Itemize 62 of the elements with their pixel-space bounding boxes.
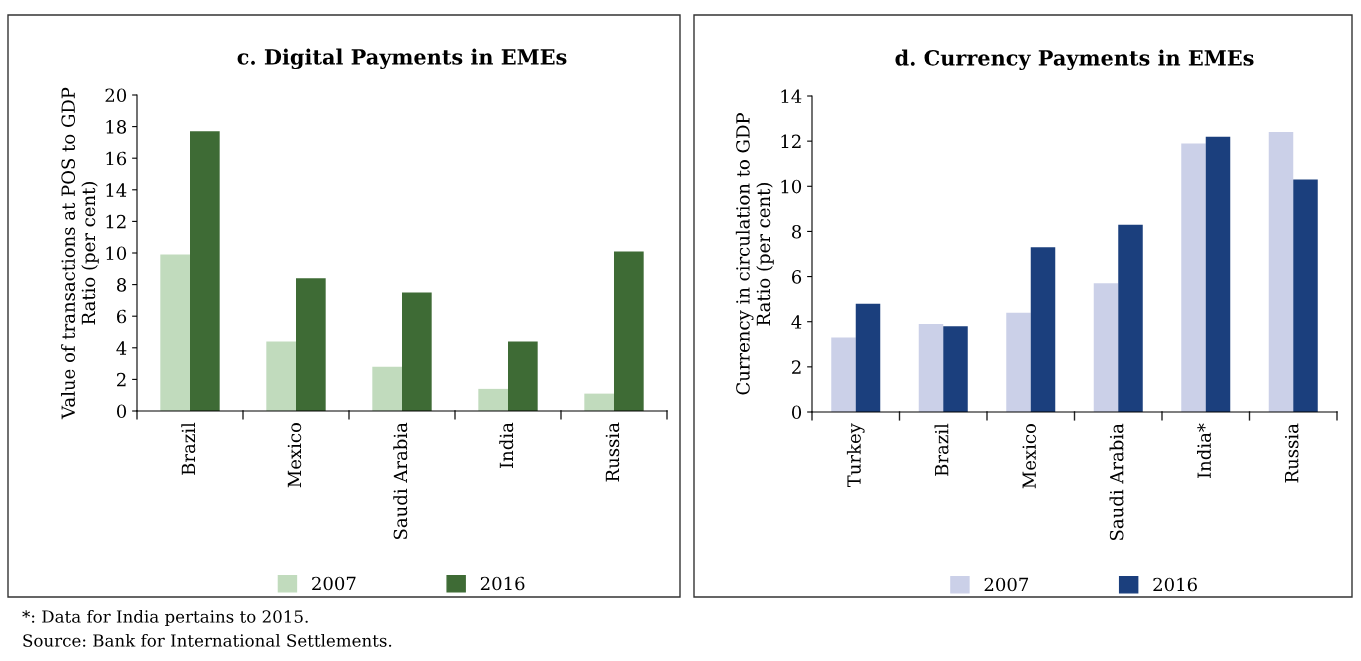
bar xyxy=(831,337,856,412)
bar xyxy=(1205,136,1231,412)
bar xyxy=(614,251,644,411)
y-axis-title: Value of transactions at POS to GDP Ratio (per cent) xyxy=(61,87,99,420)
y-tick-label: 2 xyxy=(117,372,126,387)
bar xyxy=(296,278,326,411)
x-tick-label: Turkey xyxy=(846,423,865,488)
bar xyxy=(1006,312,1031,412)
legend-label: 2007 xyxy=(312,576,356,591)
x-tick-label: India xyxy=(499,422,514,468)
y-tick-label: 8 xyxy=(792,224,802,239)
y-tick-label: 12 xyxy=(106,214,126,229)
y-tick-label: 2 xyxy=(792,360,801,374)
source-note: Source: Bank for International Settlements. xyxy=(23,633,392,647)
x-tick-label: Saudi Arabia xyxy=(1109,423,1124,540)
x-tick-label: Mexico xyxy=(287,423,302,488)
legend-label: 2016 xyxy=(480,576,525,591)
bar xyxy=(1093,283,1119,412)
bar xyxy=(584,393,614,411)
bar xyxy=(160,254,190,411)
text: *: Data for India pertains to 2015. xyxy=(22,609,308,627)
bar xyxy=(918,323,944,412)
y-tick-label: 8 xyxy=(117,278,127,292)
y-tick-label: 12 xyxy=(781,134,801,148)
bar xyxy=(943,326,968,412)
y-tick-label: 6 xyxy=(117,309,127,324)
bar xyxy=(1030,247,1056,412)
legend-label: 2016 xyxy=(1153,577,1197,592)
x-tick-label: Russia xyxy=(1284,423,1299,483)
bar xyxy=(372,366,402,411)
x-tick-label: Brazil xyxy=(181,422,196,475)
y-tick-label: 10 xyxy=(106,246,127,261)
y-tick-label: 20 xyxy=(105,88,127,103)
y-tick-label: 16 xyxy=(106,151,127,166)
bar xyxy=(402,292,432,411)
y-tick-label: 4 xyxy=(791,315,802,329)
bar xyxy=(855,303,881,412)
y-tick-label: 6 xyxy=(792,270,802,284)
y-tick-label: 0 xyxy=(791,405,802,420)
x-tick-label: Russia xyxy=(605,422,620,482)
y-tick-label: 10 xyxy=(781,179,802,194)
y-tick-label: 4 xyxy=(116,341,127,355)
chart-title: c. Digital Payments in EMEs xyxy=(237,48,567,70)
legend-label: 2007 xyxy=(984,577,1029,592)
y-tick-label: 18 xyxy=(106,120,127,134)
x-tick-label: Mexico xyxy=(1022,424,1036,489)
x-tick-label: Brazil xyxy=(934,423,949,476)
bar xyxy=(190,131,220,411)
bar xyxy=(508,341,538,411)
x-tick-label: Saudi Arabia xyxy=(393,422,408,539)
bar xyxy=(266,341,296,411)
bar xyxy=(1293,179,1318,412)
y-tick-label: 14 xyxy=(781,89,802,103)
chart-title: d. Currency Payments in EMEs xyxy=(895,49,1254,71)
y-tick-label: 0 xyxy=(116,404,127,419)
bar xyxy=(1181,143,1206,412)
bar xyxy=(478,388,508,411)
bar xyxy=(1268,132,1294,412)
y-tick-label: 14 xyxy=(106,183,127,197)
y-axis-title: Currency in circulation to GDP Ratio (per cent) xyxy=(735,113,774,395)
x-tick-label: India* xyxy=(1197,423,1211,478)
bar xyxy=(1118,224,1143,412)
